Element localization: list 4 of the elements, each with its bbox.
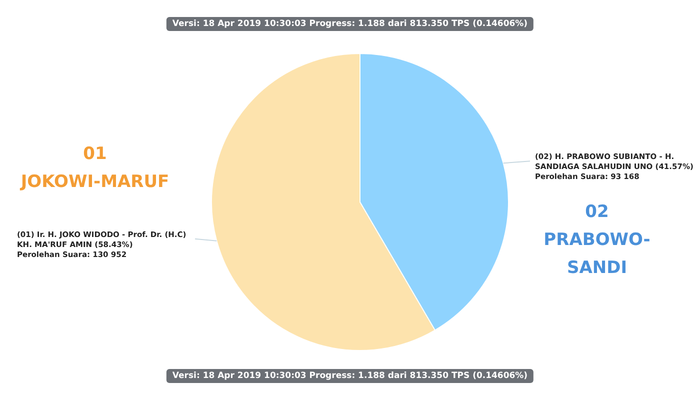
- text: Versi: 18 Apr 2019 10:30:03 Progress: 1.188 dari 813.350 TPS (0.14606%): [166, 369, 534, 383]
- chart-title: Versi: 18 Apr 2019 10:30:03 Progress: 1.188 dari 813.350 TPS (0.14606%): [166, 17, 534, 31]
- text: 02 PRABOWO-SANDI: [544, 201, 650, 280]
- text: 01 JOKOWI-MARUF: [20, 143, 170, 194]
